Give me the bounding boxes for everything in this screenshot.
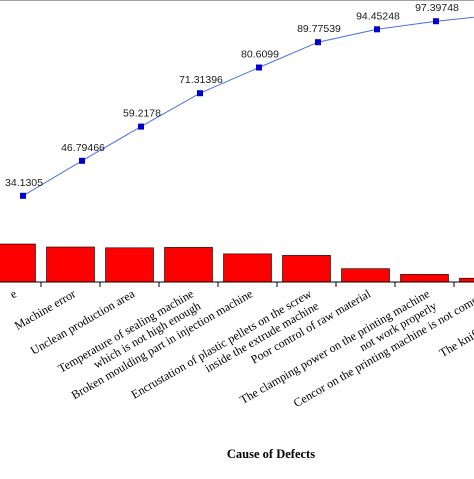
cumulative-marker: [20, 193, 26, 199]
x-tick-label: e: [7, 286, 19, 301]
bar: [0, 244, 36, 282]
cumulative-point-label: 89.77539: [297, 23, 341, 35]
cumulative-marker: [315, 39, 321, 45]
x-tick-label-line: e: [7, 286, 19, 301]
bar-series: [0, 244, 474, 282]
bar: [342, 269, 390, 282]
cumulative-series: [20, 11, 474, 199]
cumulative-marker: [433, 18, 439, 24]
cumulative-marker: [374, 26, 380, 32]
cumulative-marker: [197, 90, 203, 96]
x-axis: [0, 282, 474, 287]
bar: [283, 255, 331, 282]
bar: [401, 274, 449, 282]
cumulative-point-label: 94.45248: [356, 10, 400, 22]
cumulative-point-label: 34.1305: [5, 177, 43, 189]
bar: [106, 248, 154, 282]
cumulative-point-labels: 34.1305 46.79466 59.2178 71.31396 80.6099 89.…: [5, 0, 474, 189]
bar: [47, 247, 95, 282]
cumulative-marker: [256, 65, 262, 71]
cumulative-marker: [79, 158, 85, 164]
cumulative-point-label: 97.39748: [415, 2, 459, 14]
cumulative-point-label: 71.31396: [179, 74, 223, 86]
cumulative-marker: [138, 124, 144, 130]
bar: [224, 254, 272, 282]
cumulative-point-label: 46.79466: [61, 142, 105, 154]
cumulative-point-label: 80.6099: [241, 49, 279, 61]
cumulative-line: [23, 14, 474, 196]
cumulative-point-label: 59.2178: [123, 108, 161, 120]
x-axis-title: Cause of Defects: [227, 447, 315, 461]
bar: [460, 278, 474, 282]
bar: [165, 247, 213, 282]
